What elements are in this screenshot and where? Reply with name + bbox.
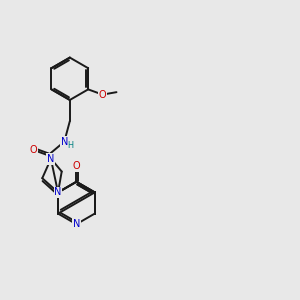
Text: N: N bbox=[61, 137, 68, 147]
Text: N: N bbox=[47, 154, 55, 164]
Text: N: N bbox=[73, 219, 80, 229]
Text: N: N bbox=[54, 188, 62, 197]
Text: O: O bbox=[99, 90, 106, 100]
Text: N: N bbox=[54, 188, 62, 197]
Text: O: O bbox=[73, 161, 80, 172]
Text: O: O bbox=[30, 145, 38, 155]
Text: H: H bbox=[68, 141, 74, 150]
